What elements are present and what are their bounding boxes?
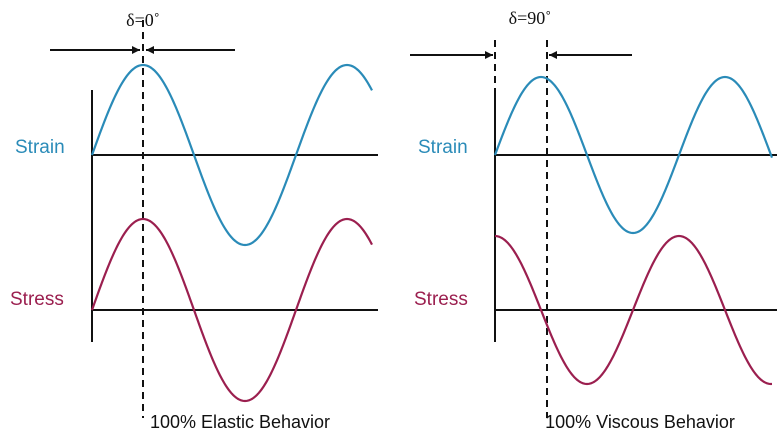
wave xyxy=(493,75,774,235)
wave xyxy=(90,217,373,403)
stress-label: Stress xyxy=(414,289,468,310)
curves xyxy=(90,63,774,403)
wave xyxy=(90,63,373,247)
delta-label: δ=90˚ xyxy=(509,8,552,28)
caption: 100% Elastic Behavior xyxy=(150,412,330,432)
stress-label: Stress xyxy=(10,289,64,310)
caption: 100% Viscous Behavior xyxy=(545,412,735,432)
strain-label: Strain xyxy=(418,137,468,158)
strain-label: Strain xyxy=(15,137,65,158)
delta-label: δ=0˚ xyxy=(126,10,160,30)
left-axes xyxy=(91,90,378,342)
wave xyxy=(494,234,773,386)
